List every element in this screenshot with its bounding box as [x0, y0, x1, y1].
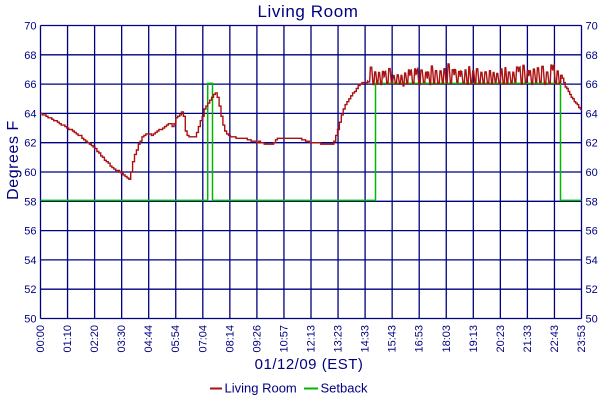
svg-text:02:20: 02:20 [89, 325, 101, 353]
svg-text:56: 56 [586, 226, 598, 238]
svg-text:68: 68 [24, 50, 36, 62]
svg-text:16:53: 16:53 [414, 325, 426, 353]
svg-text:66: 66 [24, 79, 36, 91]
svg-text:18:03: 18:03 [441, 325, 453, 353]
svg-text:Living Room: Living Room [225, 381, 297, 396]
svg-text:20:23: 20:23 [495, 325, 507, 353]
svg-text:14:33: 14:33 [360, 325, 372, 353]
svg-text:50: 50 [586, 314, 598, 326]
svg-text:19:13: 19:13 [468, 325, 480, 353]
svg-text:21:33: 21:33 [522, 325, 534, 353]
svg-text:64: 64 [24, 108, 36, 120]
svg-text:23:53: 23:53 [576, 325, 588, 353]
svg-text:08:14: 08:14 [224, 325, 236, 353]
svg-text:15:43: 15:43 [387, 325, 399, 353]
svg-text:01/12/09 (EST): 01/12/09 (EST) [255, 356, 364, 373]
svg-text:01:10: 01:10 [62, 325, 74, 353]
svg-text:07:04: 07:04 [197, 325, 209, 353]
svg-text:Setback: Setback [321, 381, 368, 396]
svg-text:12:13: 12:13 [306, 325, 318, 353]
svg-text:66: 66 [586, 79, 598, 91]
svg-text:62: 62 [586, 138, 598, 150]
svg-text:58: 58 [24, 196, 36, 208]
svg-text:54: 54 [24, 255, 36, 267]
svg-text:68: 68 [586, 50, 598, 62]
svg-text:04:44: 04:44 [143, 325, 155, 353]
svg-text:52: 52 [24, 284, 36, 296]
svg-text:54: 54 [586, 255, 598, 267]
svg-text:13:23: 13:23 [333, 325, 345, 353]
svg-text:03:30: 03:30 [116, 325, 128, 353]
svg-text:58: 58 [586, 196, 598, 208]
svg-text:56: 56 [24, 226, 36, 238]
svg-text:Living Room: Living Room [257, 2, 358, 21]
svg-text:09:26: 09:26 [251, 325, 263, 353]
svg-text:22:43: 22:43 [549, 325, 561, 353]
svg-text:70: 70 [24, 21, 36, 33]
svg-text:64: 64 [586, 108, 598, 120]
svg-text:62: 62 [24, 138, 36, 150]
svg-text:60: 60 [24, 167, 36, 179]
svg-text:10:57: 10:57 [278, 325, 290, 353]
svg-text:70: 70 [586, 21, 598, 33]
svg-text:05:54: 05:54 [170, 325, 182, 353]
svg-text:Degrees F: Degrees F [5, 120, 22, 200]
svg-text:60: 60 [586, 167, 598, 179]
svg-text:00:00: 00:00 [35, 325, 47, 353]
svg-text:52: 52 [586, 284, 598, 296]
svg-text:50: 50 [24, 314, 36, 326]
